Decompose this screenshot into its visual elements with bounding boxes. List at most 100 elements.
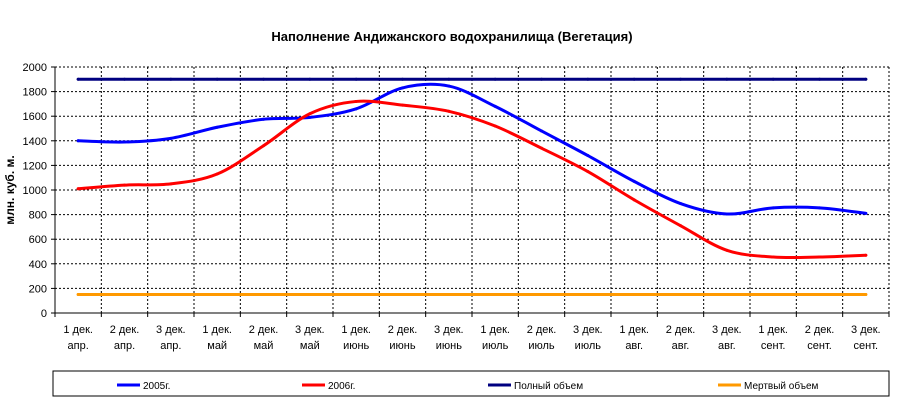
data-point: [493, 77, 497, 81]
y-tick-label: 0: [41, 308, 47, 320]
data-point: [818, 293, 821, 297]
data-point: [215, 172, 219, 176]
data-point: [679, 77, 682, 81]
legend-label: 2006г.: [328, 381, 355, 392]
x-tick-label: авг.: [718, 340, 736, 352]
y-tick-label: 2000: [23, 62, 47, 74]
legend-label: Мертвый объем: [744, 380, 819, 392]
data-point: [401, 293, 404, 297]
x-tick-label: июнь: [436, 340, 462, 352]
y-tick-label: 1200: [23, 160, 47, 172]
x-tick-label: 3 дек.: [851, 324, 881, 336]
y-tick-label: 1800: [23, 87, 47, 99]
data-point: [215, 77, 219, 81]
data-point: [401, 86, 404, 90]
data-point: [864, 211, 868, 215]
data-point: [262, 117, 265, 121]
grid: [55, 66, 890, 313]
x-tick-label: 2 дек.: [249, 324, 279, 336]
data-point: [632, 198, 636, 202]
x-tick-label: 2 дек.: [110, 324, 140, 336]
data-point: [540, 293, 543, 297]
series-line-1: [76, 82, 868, 216]
x-tick-label: май: [207, 340, 227, 352]
data-point: [540, 77, 543, 81]
x-tick-label: сент.: [854, 340, 879, 352]
x-tick-label: 1 дек.: [758, 324, 788, 336]
data-point: [586, 293, 590, 297]
data-point: [493, 104, 497, 108]
data-point: [679, 293, 682, 297]
data-point: [262, 293, 265, 297]
y-tick-label: 600: [29, 234, 47, 246]
x-tick-label: апр.: [160, 340, 181, 352]
x-tick-label: 2 дек.: [388, 324, 418, 336]
data-point: [540, 146, 543, 150]
y-axis-ticks: 0 200 400 600 800 1000 1200 1400 1600 1800 2000: [23, 62, 55, 320]
x-tick-label: июнь: [343, 340, 369, 352]
y-tick-label: 400: [29, 259, 47, 271]
data-point: [215, 125, 219, 129]
chart-title: Наполнение Андижанского водохранилища (В…: [271, 29, 632, 44]
data-point: [401, 77, 404, 81]
data-point: [262, 144, 265, 148]
x-tick-label: 1 дек.: [202, 324, 232, 336]
x-tick-label: июнь: [389, 340, 415, 352]
data-point: [679, 224, 682, 228]
x-tick-label: июль: [482, 340, 509, 352]
data-point: [771, 77, 775, 81]
y-tick-label: 1000: [23, 185, 47, 197]
data-point: [725, 248, 729, 252]
data-point: [169, 182, 173, 186]
x-tick-label: 1 дек.: [619, 324, 649, 336]
data-point: [725, 77, 729, 81]
x-tick-label: сент.: [807, 340, 832, 352]
data-point: [76, 77, 80, 81]
series-line-2: [76, 99, 868, 260]
data-point: [354, 293, 358, 297]
data-point: [354, 77, 358, 81]
x-tick-label: июль: [575, 340, 602, 352]
data-point: [123, 77, 126, 81]
data-point: [308, 77, 312, 81]
x-tick-label: 2 дек.: [666, 324, 696, 336]
y-axis-label: млн. куб. м.: [3, 155, 17, 224]
data-point: [632, 179, 636, 183]
data-point: [308, 112, 312, 116]
y-tick-label: 800: [29, 210, 47, 222]
x-tick-label: 1 дек.: [341, 324, 371, 336]
x-tick-label: 3 дек.: [156, 324, 186, 336]
data-point: [123, 183, 126, 187]
series-lines: [76, 77, 868, 297]
y-tick-label: 200: [29, 283, 47, 295]
data-point: [586, 154, 590, 158]
x-tick-label: май: [254, 340, 274, 352]
data-point: [586, 170, 590, 174]
data-point: [447, 77, 451, 81]
data-point: [864, 293, 868, 297]
data-point: [632, 77, 636, 81]
data-point: [123, 293, 126, 297]
x-tick-label: апр.: [114, 340, 135, 352]
data-point: [169, 77, 173, 81]
data-point: [401, 103, 404, 107]
legend-label: 2005г.: [143, 381, 170, 392]
data-point: [354, 99, 358, 103]
data-point: [76, 139, 80, 143]
data-point: [76, 187, 80, 191]
legend-box: [52, 370, 890, 397]
legend: 2005г. 2006г. Полный объем Мертвый объем: [52, 370, 890, 397]
data-point: [818, 206, 821, 210]
data-point: [771, 255, 775, 259]
data-point: [632, 293, 636, 297]
legend-label: Полный объем: [514, 380, 583, 392]
data-point: [540, 129, 543, 133]
data-point: [262, 77, 265, 81]
data-point: [725, 212, 729, 216]
data-point: [493, 124, 497, 128]
data-point: [169, 136, 173, 140]
x-tick-label: авг.: [625, 340, 643, 352]
data-point: [864, 77, 868, 81]
x-tick-label: 3 дек.: [573, 324, 603, 336]
x-tick-label: 1 дек.: [63, 324, 93, 336]
